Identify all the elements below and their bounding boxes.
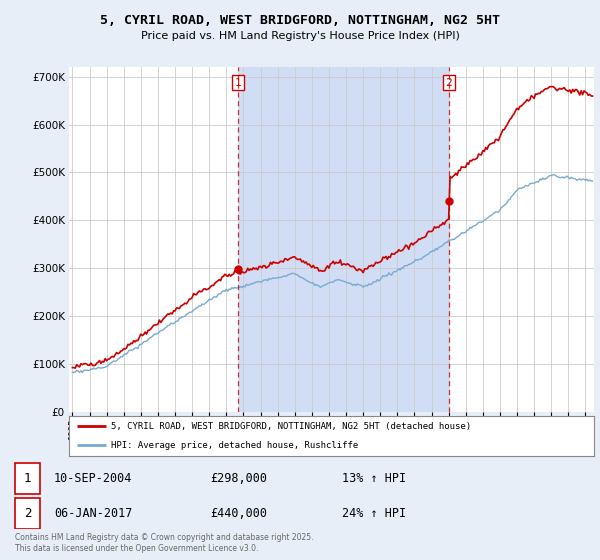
Text: 2: 2 [446,77,452,87]
Bar [15,464,40,494]
Text: 5, CYRIL ROAD, WEST BRIDGFORD, NOTTINGHAM, NG2 5HT: 5, CYRIL ROAD, WEST BRIDGFORD, NOTTINGHA… [100,14,500,27]
Text: 5, CYRIL ROAD, WEST BRIDGFORD, NOTTINGHAM, NG2 5HT (detached house): 5, CYRIL ROAD, WEST BRIDGFORD, NOTTINGHA… [111,422,471,431]
Text: 1: 1 [235,77,242,87]
Text: 2: 2 [24,507,31,520]
Text: £440,000: £440,000 [210,507,267,520]
Text: 06-JAN-2017: 06-JAN-2017 [54,507,133,520]
Text: Contains HM Land Registry data © Crown copyright and database right 2025.
This d: Contains HM Land Registry data © Crown c… [15,533,314,553]
Bar [15,498,40,529]
Text: 10-SEP-2004: 10-SEP-2004 [54,472,133,486]
Text: 24% ↑ HPI: 24% ↑ HPI [342,507,406,520]
Text: £298,000: £298,000 [210,472,267,486]
Text: 13% ↑ HPI: 13% ↑ HPI [342,472,406,486]
Text: Price paid vs. HM Land Registry's House Price Index (HPI): Price paid vs. HM Land Registry's House … [140,31,460,41]
Bar [238,67,449,412]
Text: 1: 1 [24,472,31,486]
Text: HPI: Average price, detached house, Rushcliffe: HPI: Average price, detached house, Rush… [111,441,358,450]
